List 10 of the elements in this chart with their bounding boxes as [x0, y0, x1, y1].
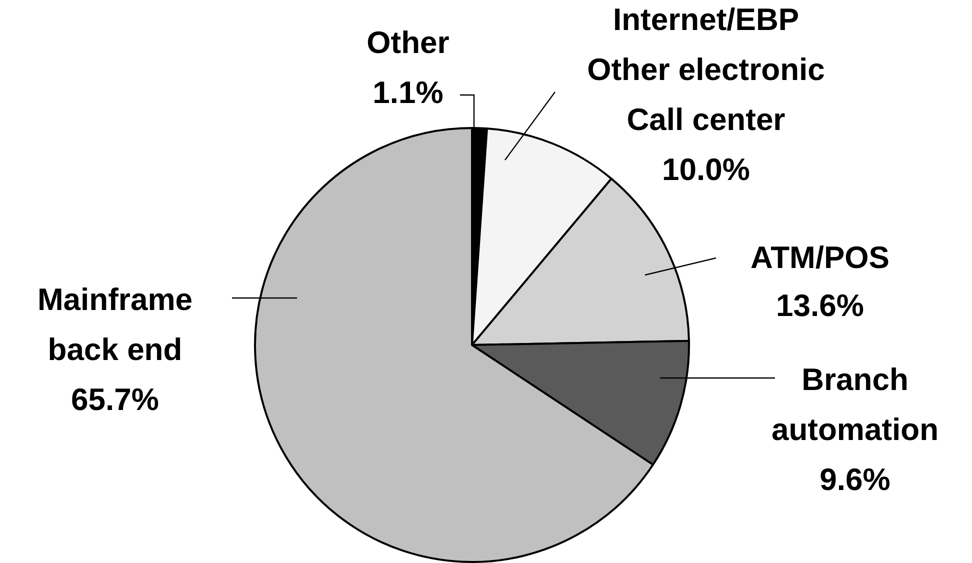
slice-label: Internet/EBP Other electronic Call center	[587, 2, 825, 137]
data-label: 1.1%	[372, 75, 444, 110]
slice-label: Branch automation	[771, 362, 939, 447]
data-label: 10.0%	[662, 152, 750, 187]
slice-label: ATM/POS	[750, 240, 890, 275]
legend-label: Mainframe back end	[37, 282, 193, 367]
data-label: 65.7%	[71, 382, 159, 417]
data-label: 13.6%	[776, 288, 864, 323]
slice-label: Other	[366, 25, 450, 60]
data-label: 9.6%	[820, 462, 890, 497]
